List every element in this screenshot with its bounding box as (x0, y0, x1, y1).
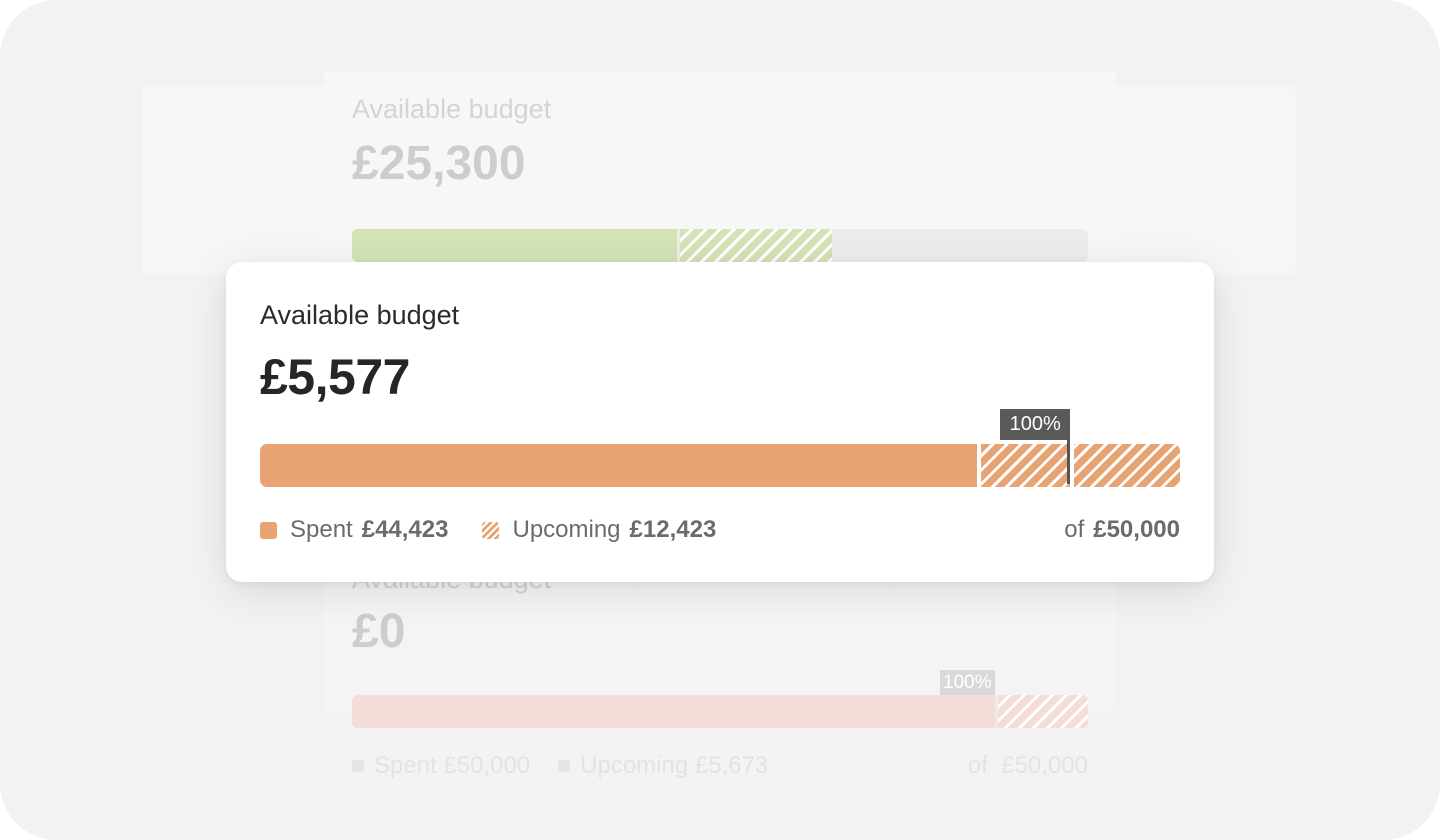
budget-legend: Spent £44,423 Upcoming £12,423 of £50,00… (260, 512, 1180, 548)
background-legend: Spent £50,000 Upcoming £5,673 of £50,000 (352, 752, 1088, 780)
card-title: Available budget (260, 300, 460, 330)
total: of £50,000 (968, 752, 1088, 780)
upcoming-value: £5,673 (694, 752, 769, 779)
spent-value: £50,000 (443, 752, 531, 779)
background-budget-card-top: Available budget £25,300 (324, 72, 1116, 272)
background-progress-track (352, 229, 1088, 262)
background-card-title: Available budget (352, 94, 552, 124)
background-spent-segment (352, 229, 677, 262)
total-prefix: of (967, 752, 988, 779)
spent-value: £44,423 (361, 516, 449, 543)
background-upcoming-segment (680, 229, 832, 262)
upcoming-segment (980, 444, 1180, 487)
background-marker-label: 100% (940, 670, 995, 696)
total-value: £50,000 (1093, 516, 1180, 543)
budget-total: of £50,000 (1064, 516, 1180, 544)
background-upcoming-segment (998, 695, 1088, 728)
background-card-amount: £25,300 (352, 137, 526, 190)
legend-upcoming: Upcoming £12,423 (482, 516, 716, 544)
upcoming-swatch-icon (482, 521, 500, 539)
spent-swatch-icon (260, 521, 277, 539)
upcoming-label: Upcoming (512, 516, 621, 543)
background-budget-card-bottom: Available budget £0 100% Spent £50,000 U… (324, 560, 1116, 840)
spent-segment (260, 444, 977, 487)
upcoming-label: Upcoming (580, 752, 689, 779)
background-card-amount: £0 (352, 605, 406, 658)
budget-limit-marker (1067, 438, 1071, 484)
spent-label: Spent (374, 752, 437, 779)
total-value: £50,000 (1001, 752, 1088, 779)
background-spent-segment (352, 695, 995, 728)
legend-spent: Spent £44,423 (260, 516, 448, 544)
spent-swatch (352, 760, 364, 772)
budget-card: Available budget £5,577 100% Spent £44,4… (226, 262, 1214, 582)
background-progress-track (352, 695, 1088, 728)
total-prefix: of (1064, 516, 1085, 543)
budget-limit-marker-label: 100% (1000, 409, 1071, 440)
upcoming-swatch (558, 760, 571, 772)
available-amount: £5,577 (260, 349, 410, 405)
spent-label: Spent (290, 516, 353, 543)
segment-divider (976, 444, 981, 487)
upcoming-value: £12,423 (629, 516, 717, 543)
budget-progress-bar (260, 444, 1180, 487)
segment-divider (1070, 444, 1075, 487)
